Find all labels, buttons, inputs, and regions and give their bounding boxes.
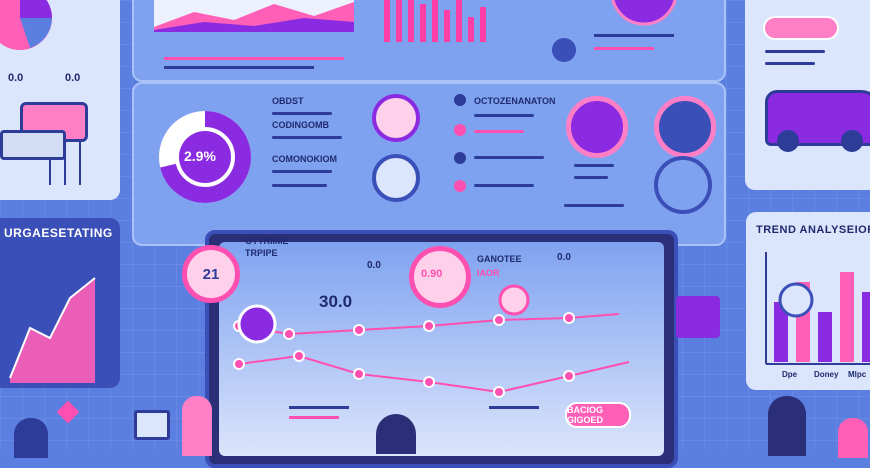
pill-value: 0.0 [367, 260, 381, 271]
person-figure [768, 396, 806, 456]
stat-line [272, 136, 342, 139]
main-line-chart [233, 284, 630, 419]
stat-line [765, 62, 815, 65]
bullet-icon [454, 94, 466, 106]
stat-line [564, 204, 624, 207]
bullet-icon [454, 152, 466, 164]
person-figure [838, 418, 868, 458]
top-left-arrows [49, 140, 81, 185]
stat-line [272, 170, 332, 173]
stat-line [474, 156, 544, 159]
person-figure [182, 396, 212, 456]
badge-21: 21 [182, 245, 240, 303]
badge-value: 21 [202, 265, 220, 283]
top-area-chart [154, 0, 677, 69]
top-left-panel: 0.0 0.0 [0, 0, 120, 200]
pill-value-2: 0.0 [557, 252, 571, 263]
trend-x-label-3: Mlpc [848, 370, 867, 379]
bullet-icon [454, 124, 466, 136]
bar-chart-icon [676, 296, 720, 338]
left-panel-title: URGAESETATING [4, 226, 113, 240]
stats-panel: 2.9% OBDST CODINGOMB COMONOKIOM OCTOZENA… [132, 82, 726, 246]
car-wheel-icon [841, 130, 863, 152]
person-figure [14, 418, 48, 458]
lens-icon[interactable] [654, 96, 716, 158]
donut-chart [159, 111, 251, 203]
trend-panel: TREND ANALYSEIOR Dpe Doney Mlpc [746, 212, 870, 390]
tag-button[interactable] [763, 16, 839, 40]
stat-line [574, 176, 608, 179]
header-right-sub: IAOR [477, 268, 500, 278]
header-left-sub: TRPIPE [245, 248, 278, 258]
left-chart-panel: URGAESETATING [0, 218, 120, 388]
header-left: GYTRIIME [245, 236, 289, 246]
stat-line [474, 184, 534, 187]
ring-icon[interactable] [654, 156, 712, 214]
action-button[interactable]: BACIOG GIGOED [565, 402, 631, 428]
trend-title: TREND ANALYSEIOR [756, 224, 870, 236]
dial-value: 0.90 [421, 268, 443, 280]
target-icon[interactable] [372, 94, 420, 142]
chart-icon[interactable] [372, 154, 420, 202]
top-left-value-2: 0.0 [65, 72, 81, 84]
mid-label: OCTOZENANATON [474, 96, 556, 106]
trend-bar-chart [765, 252, 870, 365]
donut-label-3: COMONOKIOM [272, 154, 337, 164]
donut-label-1: OBDST [272, 96, 304, 106]
main-chart-panel: GYTRIIME TRPIPE GANOTEE IAOR 30.0 0.0 0.… [205, 230, 678, 468]
top-right-panel [745, 0, 870, 190]
gauge-icon[interactable] [566, 96, 628, 158]
top-chart-panel [132, 0, 726, 82]
stat-line [474, 114, 534, 117]
top-left-pie [0, 0, 52, 50]
stat-line [574, 164, 614, 167]
main-value: 30.0 [319, 292, 353, 311]
donut-label-2: CODINGOMB [272, 120, 329, 130]
stat-line [765, 50, 825, 53]
car-wheel-icon [777, 130, 799, 152]
header-right: GANOTEE [477, 254, 522, 264]
stat-line [272, 184, 327, 187]
trend-x-label-2: Doney [814, 370, 839, 379]
left-line-chart [9, 277, 96, 383]
person-figure [376, 414, 416, 454]
monitor-icon [134, 410, 170, 440]
trend-x-label-1: Dpe [782, 370, 798, 379]
donut-value: 2.9% [184, 148, 216, 164]
top-left-value-1: 0.0 [8, 72, 24, 84]
bullet-icon [454, 180, 466, 192]
card-icon-base [0, 130, 66, 160]
stat-line [474, 130, 524, 133]
stat-line [272, 112, 332, 115]
dial-icon[interactable] [409, 246, 471, 308]
